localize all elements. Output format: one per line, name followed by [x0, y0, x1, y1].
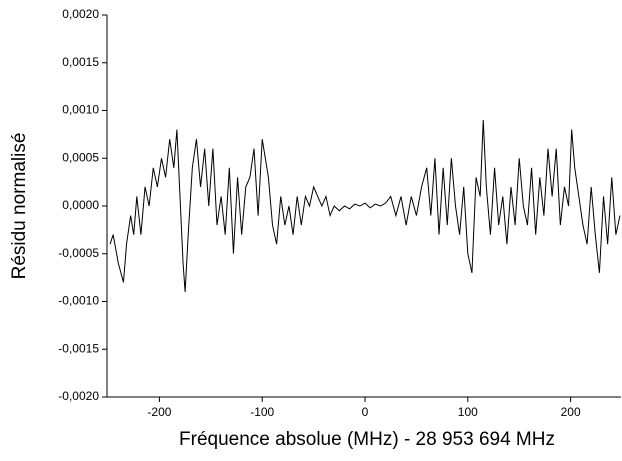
y-tick-label: 0,0015 — [62, 55, 99, 69]
y-tick-label: 0,0005 — [62, 150, 99, 164]
y-axis-title: Résidu normalisé — [9, 133, 30, 280]
y-tick-label: -0,0005 — [58, 246, 99, 260]
x-axis-title: Fréquence absolue (MHz) - 28 953 694 MHz — [179, 429, 555, 450]
x-tick-label: -100 — [250, 405, 274, 419]
y-tick-label: 0,0000 — [62, 198, 99, 212]
y-tick-label: -0,0015 — [58, 341, 99, 355]
y-tick-label: -0,0010 — [58, 294, 99, 308]
y-tick-label: 0,0020 — [62, 7, 99, 21]
x-tick-label: 100 — [458, 405, 478, 419]
x-tick-label: -200 — [147, 405, 171, 419]
y-tick-label: -0,0020 — [58, 389, 99, 403]
x-tick-label: 200 — [561, 405, 581, 419]
data-line — [109, 120, 621, 292]
x-tick-label: 0 — [362, 405, 369, 419]
y-tick-label: 0,0010 — [62, 103, 99, 117]
